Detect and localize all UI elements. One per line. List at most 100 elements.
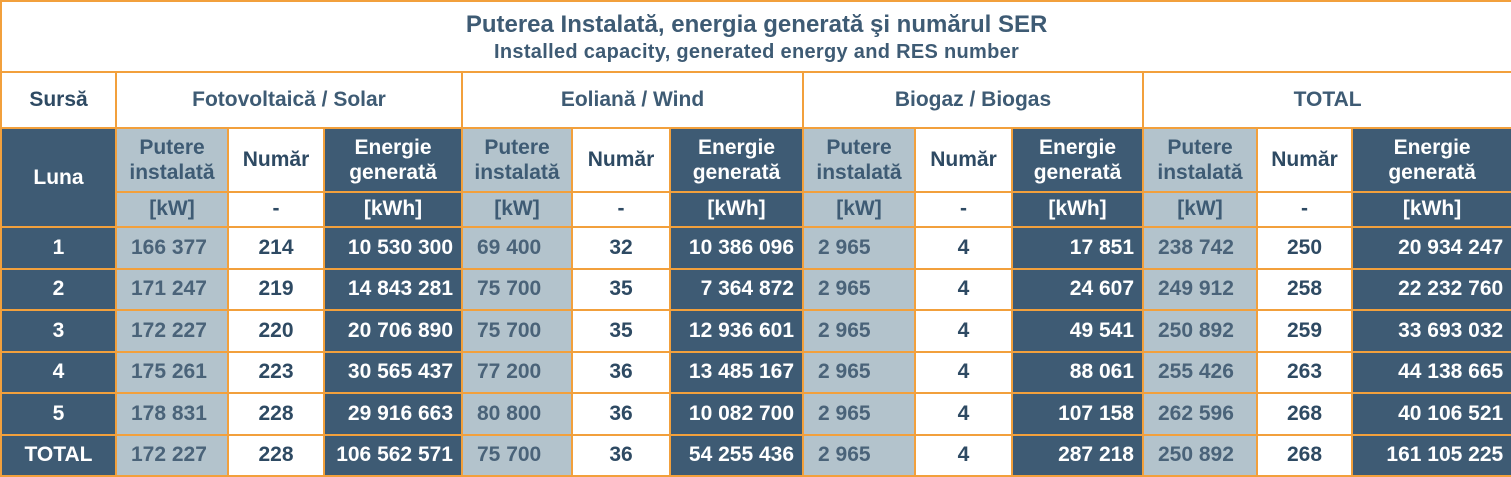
energy-cell: 49 541: [1011, 309, 1144, 353]
energy-cell: 13 485 167: [669, 350, 804, 395]
capacity-cell: 166 377: [115, 226, 229, 270]
table-row: 4 175 261 223 30 565 437 77 200 36 13 485 167 2…: [0, 350, 1511, 395]
unit-number-biogas: -: [914, 190, 1013, 229]
energy-cell: 44 138 665: [1350, 350, 1511, 395]
energy-cell: 14 843 281: [323, 267, 463, 312]
col-header-line: generată: [1033, 160, 1122, 184]
energy-cell: 10 082 700: [669, 392, 804, 436]
table-subtitle: Installed capacity, generated energy and…: [494, 41, 1020, 64]
col-header-capacity-solar: Putere instalată: [115, 126, 229, 193]
number-cell: 258: [1256, 267, 1353, 312]
capacity-cell: 77 200: [461, 350, 573, 395]
capacity-cell: 238 742: [1142, 226, 1258, 270]
number-cell: 228: [227, 392, 325, 436]
col-header-line: Energie: [354, 135, 432, 159]
unit-capacity-biogas: [kW]: [802, 190, 916, 229]
energy-cell: 40 106 521: [1350, 392, 1511, 436]
unit-number-total: -: [1256, 190, 1353, 229]
energy-cell: 33 693 032: [1350, 309, 1511, 353]
capacity-cell: 2 965: [802, 433, 916, 477]
table-row: TOTAL 172 227 228 106 562 571 75 700 36 54 255…: [0, 433, 1511, 477]
capacity-cell: 75 700: [461, 309, 573, 353]
energy-cell: 22 232 760: [1350, 267, 1511, 312]
col-header-line: instalată: [474, 160, 560, 184]
month-cell: TOTAL: [0, 433, 117, 477]
energy-cell: 107 158: [1011, 392, 1144, 436]
col-header-number-biogas: Număr: [914, 126, 1013, 193]
capacity-cell: 2 965: [802, 350, 916, 395]
table-row: 2 171 247 219 14 843 281 75 700 35 7 364 872 2 …: [0, 267, 1511, 312]
col-header-energy-total: Energie generată: [1350, 126, 1511, 193]
unit-energy-biogas: [kWh]: [1011, 190, 1144, 229]
energy-cell: 106 562 571: [323, 433, 463, 477]
col-header-energy-solar: Energie generată: [323, 126, 463, 193]
capacity-cell: 250 892: [1142, 309, 1258, 353]
table-title: Puterea Instalată, energia generată şi n…: [465, 11, 1048, 39]
capacity-cell: 255 426: [1142, 350, 1258, 395]
energy-cell: 161 105 225: [1350, 433, 1511, 477]
energy-cell: 17 851: [1011, 226, 1144, 270]
group-header-solar: Fotovoltaică / Solar: [115, 70, 463, 129]
number-cell: 35: [571, 309, 671, 353]
capacity-cell: 172 227: [115, 309, 229, 353]
unit-capacity-wind: [kW]: [461, 190, 573, 229]
number-cell: 219: [227, 267, 325, 312]
energy-cell: 12 936 601: [669, 309, 804, 353]
col-header-line: generată: [1388, 160, 1476, 184]
number-cell: 4: [914, 350, 1013, 395]
month-cell: 5: [0, 392, 117, 436]
month-header: Luna: [0, 126, 117, 229]
source-header: Sursă: [0, 70, 117, 129]
number-cell: 4: [914, 392, 1013, 436]
col-header-line: generată: [349, 160, 437, 184]
col-header-line: Energie: [1038, 135, 1117, 159]
number-cell: 4: [914, 309, 1013, 353]
capacity-cell: 175 261: [115, 350, 229, 395]
number-cell: 228: [227, 433, 325, 477]
col-header-line: Putere: [1167, 135, 1233, 159]
col-header-line: Putere: [826, 135, 892, 159]
number-cell: 220: [227, 309, 325, 353]
energy-cell: 20 706 890: [323, 309, 463, 353]
number-cell: 259: [1256, 309, 1353, 353]
col-header-number-total: Număr: [1256, 126, 1353, 193]
col-header-energy-wind: Energie generată: [669, 126, 804, 193]
capacity-cell: 249 912: [1142, 267, 1258, 312]
energy-cell: 24 607: [1011, 267, 1144, 312]
col-header-line: instalată: [1157, 160, 1243, 184]
capacity-cell: 2 965: [802, 392, 916, 436]
month-cell: 4: [0, 350, 117, 395]
capacity-cell: 2 965: [802, 267, 916, 312]
energy-cell: 10 530 300: [323, 226, 463, 270]
energy-cell: 30 565 437: [323, 350, 463, 395]
col-header-line: Energie: [697, 135, 776, 159]
energy-cell: 10 386 096: [669, 226, 804, 270]
energy-cell: 20 934 247: [1350, 226, 1511, 270]
number-cell: 263: [1256, 350, 1353, 395]
unit-energy-wind: [kWh]: [669, 190, 804, 229]
col-header-number-solar: Număr: [227, 126, 325, 193]
group-header-wind: Eoliană / Wind: [461, 70, 804, 129]
capacity-cell: 75 700: [461, 433, 573, 477]
number-cell: 32: [571, 226, 671, 270]
energy-cell: 54 255 436: [669, 433, 804, 477]
capacity-cell: 69 400: [461, 226, 573, 270]
number-cell: 250: [1256, 226, 1353, 270]
number-cell: 268: [1256, 392, 1353, 436]
number-cell: 214: [227, 226, 325, 270]
col-header-line: Putere: [139, 135, 205, 159]
col-header-line: generată: [692, 160, 781, 184]
capacity-cell: 172 227: [115, 433, 229, 477]
table-title-cell: Puterea Instalată, energia generată şi n…: [0, 0, 1511, 73]
number-cell: 4: [914, 433, 1013, 477]
capacity-cell: 2 965: [802, 309, 916, 353]
number-cell: 4: [914, 226, 1013, 270]
col-header-capacity-total: Putere instalată: [1142, 126, 1258, 193]
number-cell: 223: [227, 350, 325, 395]
unit-capacity-solar: [kW]: [115, 190, 229, 229]
capacity-cell: 262 596: [1142, 392, 1258, 436]
number-cell: 36: [571, 392, 671, 436]
capacity-cell: 250 892: [1142, 433, 1258, 477]
col-header-energy-biogas: Energie generată: [1011, 126, 1144, 193]
energy-cell: 29 916 663: [323, 392, 463, 436]
